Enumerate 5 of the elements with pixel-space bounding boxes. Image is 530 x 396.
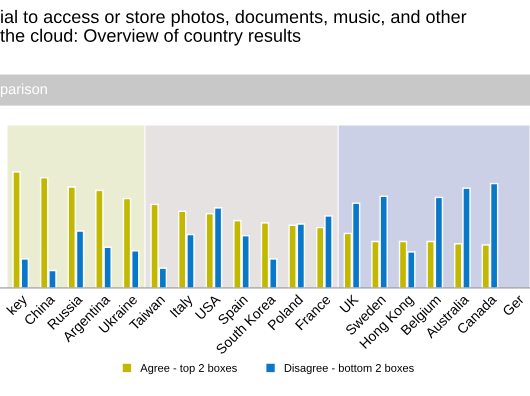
x-tick-label: Italy [169, 293, 196, 320]
legend-label: Disagree - bottom 2 boxes [284, 364, 414, 374]
chart-title: ial to access or store photos, documents, music, and other the cloud: Overview of country results [0, 10, 466, 46]
x-tick-label: Ger [502, 294, 525, 317]
legend-label: Agree - top 2 boxes [140, 364, 237, 374]
